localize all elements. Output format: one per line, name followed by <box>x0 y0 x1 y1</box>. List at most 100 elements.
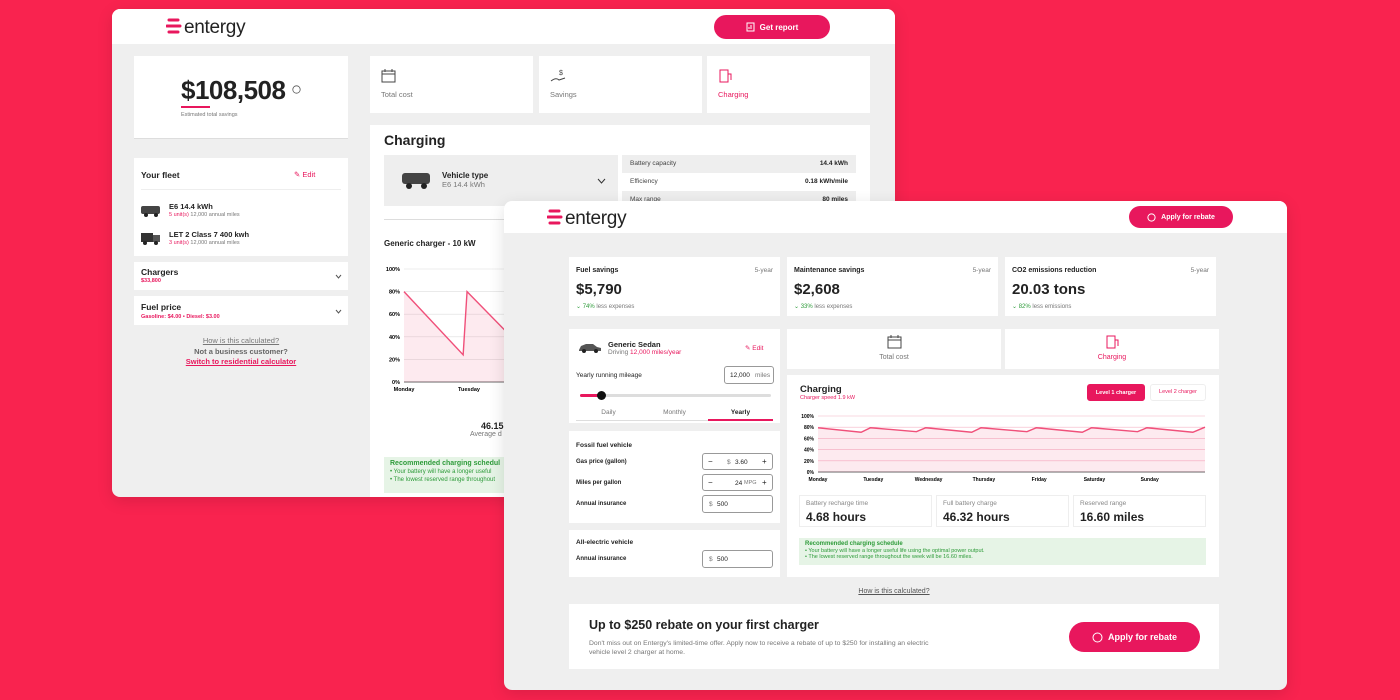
charger-icon <box>719 69 732 83</box>
switch-link[interactable]: Switch to residential calculator <box>185 357 297 366</box>
schedule-bullet: • Your battery will have a longer useful… <box>805 547 985 554</box>
y-tick-label: 0% <box>807 470 815 476</box>
logo-icon <box>166 18 182 34</box>
level-button[interactable]: Level 1 charger <box>1087 384 1145 401</box>
vehicle-select[interactable]: Vehicle type E6 14.4 kWh <box>384 155 618 206</box>
spec-row: Efficiency 0.18 kWh/mile <box>622 173 856 191</box>
edit-link[interactable]: ✎ Edit <box>294 170 316 179</box>
rebate-icon <box>1147 212 1156 222</box>
header: entergy Apply for rebate <box>504 201 1287 233</box>
vehicle-name: Generic Sedan <box>608 340 661 349</box>
period-tab[interactable]: Daily <box>601 409 616 416</box>
minus[interactable]: − <box>708 478 713 487</box>
get-report-button[interactable]: Get report <box>714 15 830 39</box>
report-icon <box>746 22 755 32</box>
rebate-text: Don't miss out on Entergy's limited-time… <box>589 640 929 656</box>
electric-card: All-electric vehicle Annual insurance $ … <box>569 530 780 577</box>
electric-title: All-electric vehicle <box>576 539 634 546</box>
card-value: $2,608 <box>794 281 840 298</box>
schedule-bullet: • The lowest reserved range throughout <box>390 477 496 483</box>
truck-icon <box>141 233 160 245</box>
info-icon <box>292 85 301 94</box>
chargers-title: Chargers <box>141 267 179 277</box>
fleet-title: Your fleet <box>141 170 180 180</box>
apply-button[interactable]: Apply for rebate <box>1129 206 1233 228</box>
stat-label: Full battery charge <box>943 500 997 507</box>
vehicle-type-label: Vehicle type <box>442 171 489 180</box>
slider-track[interactable] <box>580 394 771 397</box>
edit-label: Edit <box>752 345 764 352</box>
card-value: 20.03 tons <box>1012 281 1086 298</box>
tab[interactable]: $ Savings <box>539 56 702 113</box>
card-title: CO2 emissions reduction <box>1012 267 1097 274</box>
change-percent: 74% <box>582 304 595 310</box>
apply-button[interactable]: Apply for rebate <box>1069 622 1200 652</box>
charging-chart: 0% 20% 40% 60% 80% 100% Monday Tuesday Wednesday… <box>801 414 1206 483</box>
mileage-input[interactable]: 12,000 miles <box>724 366 774 384</box>
level-button[interactable]: Level 2 charger <box>1150 384 1206 401</box>
fuel-price-card[interactable]: Fuel price Gasoline: $4.00 • Diesel: $3.… <box>134 296 348 325</box>
input-value: 12,000 <box>730 372 750 379</box>
currency: $ <box>709 501 713 508</box>
input-value: 3.60 <box>735 458 748 466</box>
plus[interactable]: + <box>762 457 767 466</box>
stat-card: Battery recharge time 4.68 hours <box>799 495 932 527</box>
area-fill <box>818 427 1205 472</box>
vehicle-name: E6 14.4 kWh <box>169 202 213 211</box>
vehicle-driving: Driving 12,000 miles/year <box>608 349 681 356</box>
input-value: 24 <box>735 479 743 487</box>
vehicle-details: 5 unit(s) 12,000 annual miles <box>169 212 240 218</box>
vehicle-name: LET 2 Class 7 400 kwh <box>169 230 250 239</box>
card-title: Maintenance savings <box>794 267 865 274</box>
mpg-label: Miles per gallon <box>576 480 622 486</box>
y-tick-label: 80% <box>804 425 815 431</box>
card-change: ⌄ 74% less expenses <box>576 303 634 310</box>
divider <box>576 420 773 421</box>
change-arrow: ⌄ <box>1012 304 1019 310</box>
y-tick-label: 0% <box>392 380 400 386</box>
card-change: ⌄ 33% less expenses <box>794 303 852 310</box>
y-tick-label: 100% <box>801 414 814 420</box>
plus[interactable]: + <box>762 478 767 487</box>
card-period: 5-year <box>754 267 773 274</box>
schedule-title: Recommended charging schedule <box>805 541 903 547</box>
stat-value: 4.68 hours <box>806 510 867 524</box>
x-tick-label: Thursday <box>973 477 996 483</box>
card-period: 5-year <box>1190 267 1209 274</box>
data-line <box>817 426 1206 433</box>
period-tab[interactable]: Monthly <box>663 409 686 416</box>
how-link[interactable]: How is this calculated? <box>858 588 930 595</box>
tab[interactable]: Total cost <box>370 56 533 113</box>
fuel-title: Fuel price <box>141 302 182 312</box>
edit-link[interactable]: ✎ Edit <box>745 345 764 352</box>
insurance-input[interactable]: $ 500 <box>702 495 773 513</box>
chargers-card[interactable]: Chargers $33,800 <box>134 262 348 290</box>
card-title: Fuel savings <box>576 267 619 274</box>
insurance-input[interactable]: $ 500 <box>702 550 773 568</box>
schedule-bullet: • Your battery will have a longer useful <box>390 469 492 475</box>
mileage-label: Yearly running mileage <box>576 372 642 379</box>
how-link[interactable]: How is this calculated? <box>202 336 280 345</box>
y-tick-label: 60% <box>389 312 400 318</box>
minus[interactable]: − <box>708 457 713 466</box>
unit: MPG <box>744 479 757 486</box>
tab[interactable]: Charging <box>707 56 870 113</box>
gas-stepper[interactable]: − $ 3.60 + <box>702 453 773 470</box>
x-tick-label: Monday <box>809 477 828 483</box>
x-tick-label: Sunday <box>1141 477 1159 483</box>
stat-label: Battery recharge time <box>806 500 869 507</box>
tab[interactable]: Charging <box>1005 329 1219 369</box>
button-label: Get report <box>759 22 799 32</box>
slider-knob[interactable] <box>597 391 606 400</box>
tab-label: Total cost <box>381 90 413 99</box>
stat-value: 16.60 miles <box>1080 510 1145 524</box>
change-percent: 82% <box>1018 304 1031 310</box>
summary-card: Fuel savings 5-year $5,790 ⌄ 74% less expen… <box>569 257 780 316</box>
period-tab[interactable]: Yearly <box>730 409 751 416</box>
tab[interactable]: Total cost <box>787 329 1001 369</box>
mpg-stepper[interactable]: − 24 MPG + <box>702 474 773 491</box>
van-icon <box>141 206 160 217</box>
divider <box>141 189 341 190</box>
card-change: ⌄ 82% less emissions <box>1012 303 1071 310</box>
tab-label: Total cost <box>879 354 909 361</box>
